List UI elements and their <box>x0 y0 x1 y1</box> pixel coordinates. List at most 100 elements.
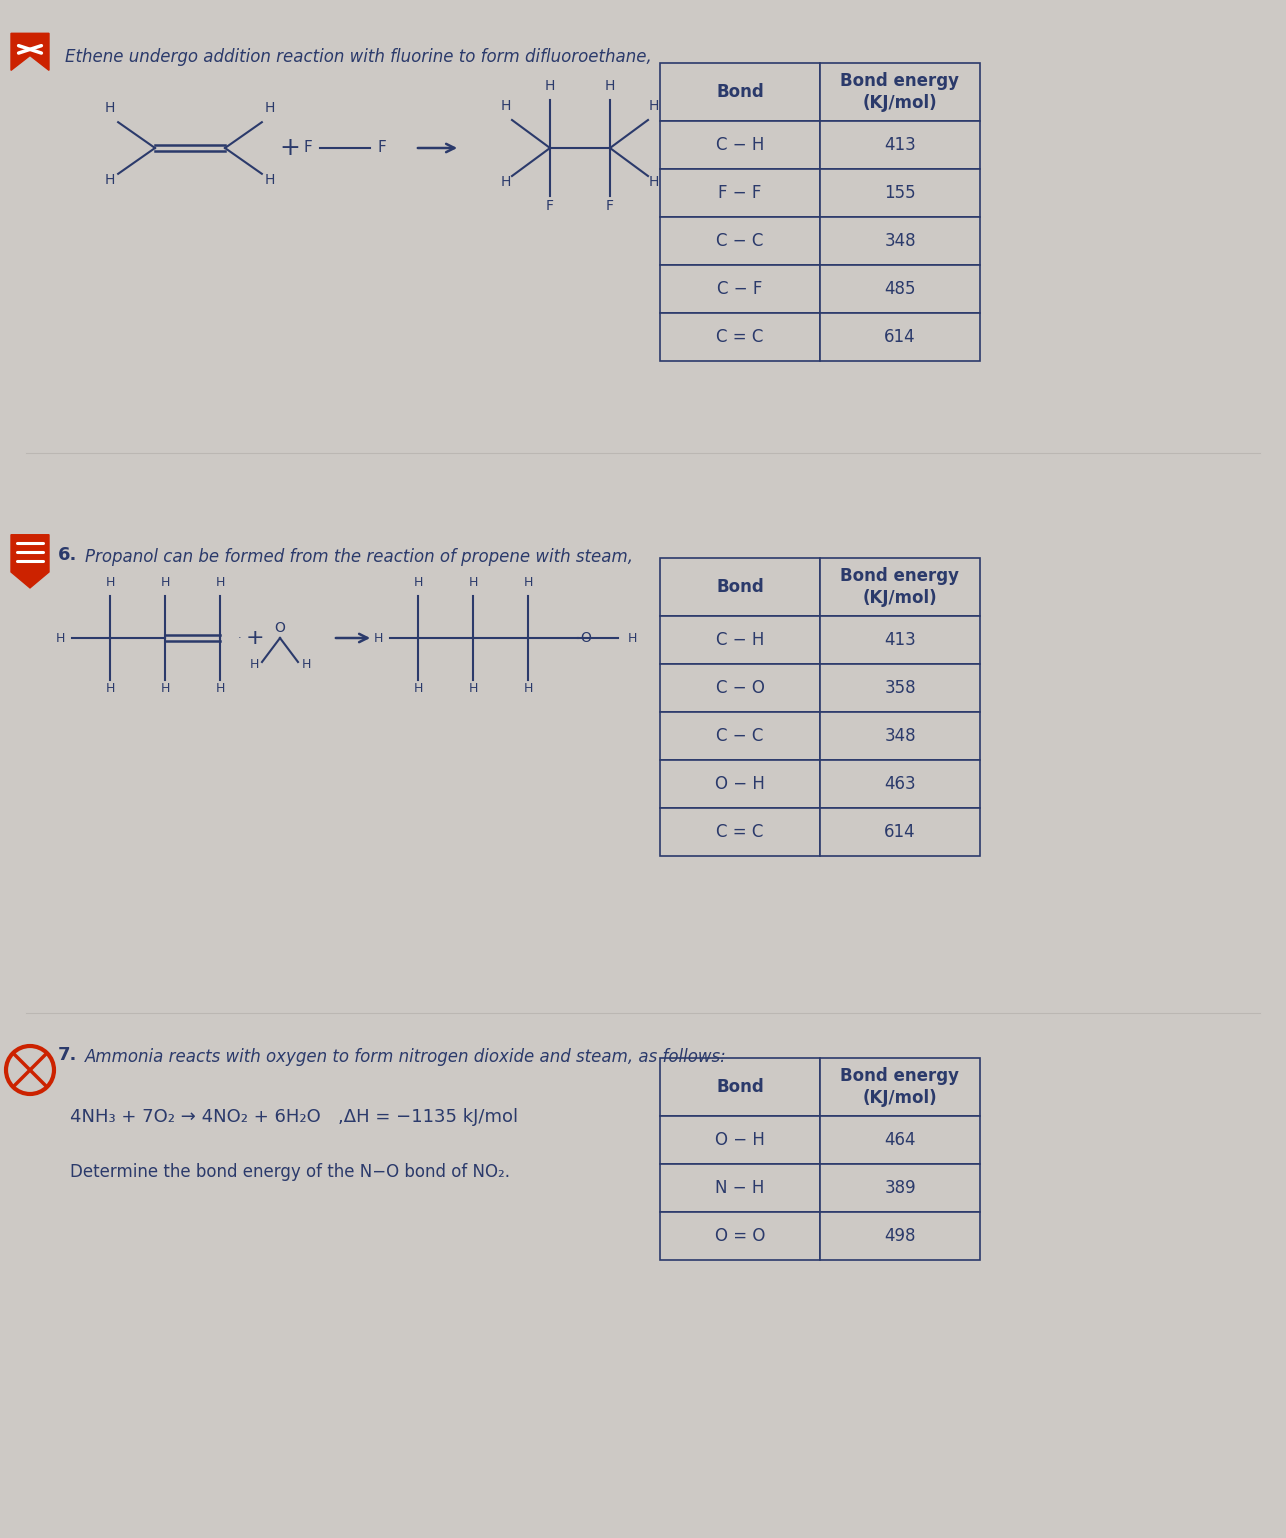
Bar <box>820 760 980 807</box>
Text: 348: 348 <box>885 232 916 251</box>
Bar <box>660 617 820 664</box>
Text: N − H: N − H <box>715 1180 765 1197</box>
Text: H: H <box>161 577 170 589</box>
Text: 358: 358 <box>885 678 916 697</box>
Bar <box>820 217 980 265</box>
Text: 348: 348 <box>885 727 916 744</box>
Text: H: H <box>265 102 275 115</box>
Text: H: H <box>215 681 225 695</box>
Text: C − H: C − H <box>716 631 764 649</box>
Bar <box>820 1212 980 1260</box>
Text: H: H <box>649 98 660 112</box>
Bar <box>660 63 820 122</box>
Text: 614: 614 <box>885 328 916 346</box>
Text: 413: 413 <box>885 631 916 649</box>
Text: F − F: F − F <box>719 185 761 201</box>
Bar <box>820 712 980 760</box>
Text: Bond energy
(KJ/mol): Bond energy (KJ/mol) <box>841 1067 959 1107</box>
Text: Bond: Bond <box>716 1078 764 1097</box>
Text: 6.: 6. <box>58 546 77 564</box>
Text: H: H <box>105 102 116 115</box>
Text: H: H <box>55 632 64 644</box>
Text: C − O: C − O <box>715 678 764 697</box>
Bar <box>820 314 980 361</box>
Text: H: H <box>649 175 660 189</box>
Text: H: H <box>413 577 423 589</box>
Text: C − H: C − H <box>716 135 764 154</box>
Text: 155: 155 <box>885 185 916 201</box>
Text: Propanol can be formed from the reaction of propene with steam,: Propanol can be formed from the reaction… <box>85 548 633 566</box>
Text: C = C: C = C <box>716 328 764 346</box>
Text: 4NH₃ + 7O₂ → 4NO₂ + 6H₂O   ,ΔH = −1135 kJ/mol: 4NH₃ + 7O₂ → 4NO₂ + 6H₂O ,ΔH = −1135 kJ/… <box>69 1107 518 1126</box>
Bar <box>820 1117 980 1164</box>
Bar <box>820 558 980 617</box>
Text: Bond energy
(KJ/mol): Bond energy (KJ/mol) <box>841 568 959 608</box>
Text: H: H <box>301 658 311 671</box>
Bar <box>660 807 820 857</box>
Text: H: H <box>468 577 477 589</box>
Text: C − F: C − F <box>718 280 763 298</box>
Text: Bond energy
(KJ/mol): Bond energy (KJ/mol) <box>841 72 959 112</box>
Bar <box>660 558 820 617</box>
Text: F: F <box>606 198 613 212</box>
Bar <box>660 314 820 361</box>
Text: ·: · <box>238 634 242 643</box>
Text: H: H <box>604 78 615 92</box>
Text: O = O: O = O <box>715 1227 765 1244</box>
Text: H: H <box>105 577 114 589</box>
Text: H: H <box>265 172 275 186</box>
Bar <box>660 1164 820 1212</box>
Bar <box>660 217 820 265</box>
Text: 498: 498 <box>885 1227 916 1244</box>
Bar <box>820 1164 980 1212</box>
Bar <box>660 169 820 217</box>
Bar <box>660 760 820 807</box>
Text: F: F <box>547 198 554 212</box>
Text: Determine the bond energy of the N−O bond of NO₂.: Determine the bond energy of the N−O bon… <box>69 1163 511 1181</box>
Text: Bond: Bond <box>716 578 764 597</box>
Bar <box>660 1212 820 1260</box>
Text: F: F <box>303 140 312 155</box>
Bar <box>660 712 820 760</box>
Text: 463: 463 <box>885 775 916 794</box>
Text: 413: 413 <box>885 135 916 154</box>
Text: H: H <box>545 78 556 92</box>
Bar <box>820 617 980 664</box>
Text: H: H <box>105 681 114 695</box>
Bar <box>820 63 980 122</box>
Bar <box>820 1058 980 1117</box>
Polygon shape <box>12 34 49 71</box>
Bar <box>820 169 980 217</box>
Text: C − C: C − C <box>716 727 764 744</box>
Text: O: O <box>275 621 285 635</box>
Bar <box>660 664 820 712</box>
Text: 389: 389 <box>885 1180 916 1197</box>
Bar <box>660 122 820 169</box>
Polygon shape <box>12 535 49 588</box>
Text: H: H <box>249 658 258 671</box>
Bar <box>820 807 980 857</box>
Text: 485: 485 <box>885 280 916 298</box>
Text: H: H <box>215 577 225 589</box>
Text: H: H <box>373 632 383 644</box>
Bar <box>660 1058 820 1117</box>
Text: O: O <box>580 631 590 644</box>
Text: Bond: Bond <box>716 83 764 102</box>
Text: H: H <box>523 681 532 695</box>
Text: O − H: O − H <box>715 775 765 794</box>
Text: H: H <box>500 175 512 189</box>
Text: O − H: O − H <box>715 1130 765 1149</box>
Text: H: H <box>413 681 423 695</box>
Text: H: H <box>523 577 532 589</box>
Bar <box>820 664 980 712</box>
Text: H: H <box>161 681 170 695</box>
Text: C = C: C = C <box>716 823 764 841</box>
Text: 464: 464 <box>885 1130 916 1149</box>
Text: Ammonia reacts with oxygen to form nitrogen dioxide and steam, as follows:: Ammonia reacts with oxygen to form nitro… <box>85 1047 727 1066</box>
Text: H: H <box>468 681 477 695</box>
Text: H: H <box>500 98 512 112</box>
Bar <box>820 265 980 314</box>
Bar <box>660 265 820 314</box>
Text: H: H <box>628 632 638 644</box>
Text: 7.: 7. <box>58 1046 77 1064</box>
